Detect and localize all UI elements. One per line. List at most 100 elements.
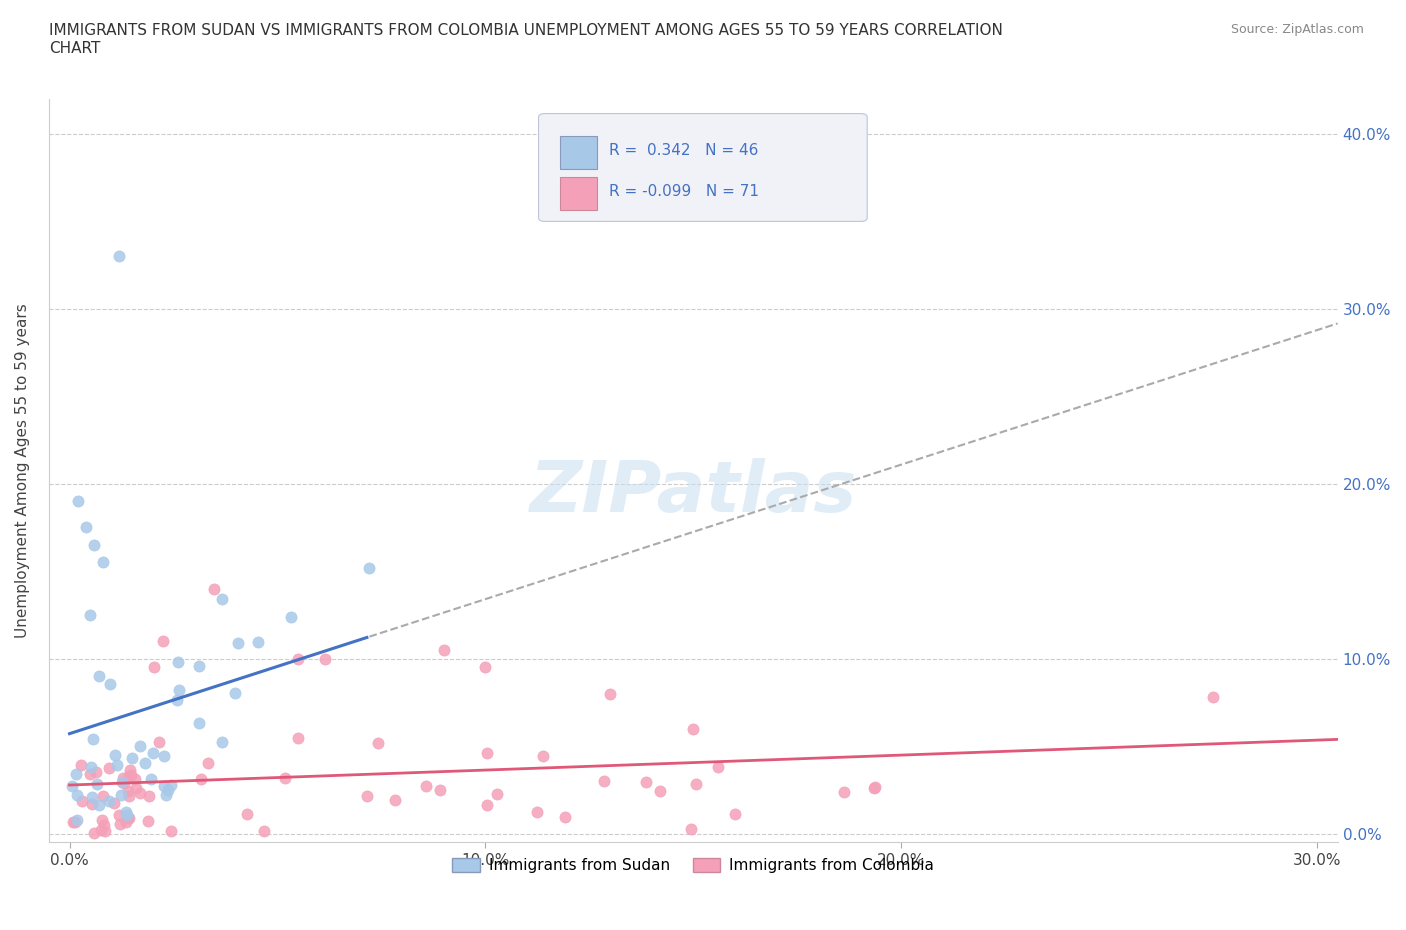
Point bbox=[104, 748, 127, 763]
Point bbox=[120, 763, 142, 777]
Point bbox=[153, 749, 176, 764]
Point bbox=[91, 555, 114, 570]
Point bbox=[160, 823, 183, 838]
Point bbox=[211, 735, 233, 750]
Point bbox=[124, 772, 146, 787]
Point bbox=[82, 731, 104, 746]
Point bbox=[190, 772, 212, 787]
Point bbox=[415, 778, 437, 793]
Point bbox=[66, 787, 89, 802]
Point bbox=[84, 764, 107, 779]
Point bbox=[80, 797, 103, 812]
Point bbox=[236, 806, 259, 821]
Point bbox=[152, 633, 174, 648]
Point bbox=[526, 804, 548, 819]
Point bbox=[83, 826, 105, 841]
Point bbox=[87, 669, 110, 684]
Point bbox=[120, 767, 142, 782]
Point bbox=[682, 722, 704, 737]
Point bbox=[62, 815, 84, 830]
Point bbox=[274, 770, 297, 785]
Point bbox=[66, 812, 89, 827]
Point bbox=[724, 806, 747, 821]
Point bbox=[634, 774, 657, 789]
Point bbox=[117, 810, 139, 825]
Point bbox=[153, 778, 176, 793]
Point bbox=[136, 814, 159, 829]
Point bbox=[160, 777, 183, 792]
Point bbox=[167, 655, 190, 670]
Point bbox=[90, 813, 112, 828]
Point bbox=[115, 815, 138, 830]
Point bbox=[91, 789, 114, 804]
Point bbox=[80, 790, 103, 804]
Point bbox=[685, 777, 707, 791]
Point bbox=[142, 746, 165, 761]
Point bbox=[188, 715, 211, 730]
Point bbox=[157, 783, 180, 798]
Point bbox=[134, 756, 156, 771]
Point bbox=[433, 643, 456, 658]
Point bbox=[139, 771, 162, 786]
Point bbox=[554, 809, 576, 824]
Point bbox=[224, 686, 246, 701]
Point bbox=[108, 807, 131, 822]
Point bbox=[384, 793, 406, 808]
Text: R = -0.099   N = 71: R = -0.099 N = 71 bbox=[609, 184, 759, 199]
Point bbox=[707, 760, 730, 775]
Point bbox=[125, 780, 148, 795]
Point bbox=[75, 520, 97, 535]
FancyBboxPatch shape bbox=[561, 178, 596, 209]
Point bbox=[98, 676, 121, 691]
Text: Source: ZipAtlas.com: Source: ZipAtlas.com bbox=[1230, 23, 1364, 36]
Point bbox=[98, 793, 121, 808]
Point bbox=[94, 824, 117, 839]
Point bbox=[211, 591, 233, 606]
Point bbox=[167, 683, 190, 698]
Point bbox=[474, 660, 496, 675]
Point bbox=[832, 785, 855, 800]
Text: R =  0.342   N = 46: R = 0.342 N = 46 bbox=[609, 143, 759, 158]
Point bbox=[93, 817, 115, 832]
Point bbox=[155, 788, 177, 803]
Point bbox=[105, 757, 128, 772]
Point bbox=[148, 735, 170, 750]
Point bbox=[118, 789, 141, 804]
Point bbox=[280, 609, 302, 624]
Point bbox=[97, 761, 120, 776]
Point bbox=[253, 824, 276, 839]
FancyBboxPatch shape bbox=[561, 137, 596, 168]
Point bbox=[314, 651, 336, 666]
Point bbox=[531, 749, 554, 764]
Text: IMMIGRANTS FROM SUDAN VS IMMIGRANTS FROM COLOMBIA UNEMPLOYMENT AMONG AGES 55 TO : IMMIGRANTS FROM SUDAN VS IMMIGRANTS FROM… bbox=[49, 23, 1002, 56]
Point bbox=[89, 797, 111, 812]
Point bbox=[128, 786, 150, 801]
Point bbox=[650, 784, 672, 799]
Point bbox=[599, 686, 621, 701]
Point bbox=[197, 756, 219, 771]
Point bbox=[681, 822, 703, 837]
Point bbox=[429, 782, 451, 797]
Point bbox=[117, 784, 139, 799]
Point bbox=[247, 634, 270, 649]
Point bbox=[485, 787, 508, 802]
Point bbox=[1202, 690, 1225, 705]
Point bbox=[118, 811, 141, 826]
Point bbox=[118, 768, 141, 783]
Point bbox=[69, 758, 91, 773]
FancyBboxPatch shape bbox=[538, 113, 868, 221]
Point bbox=[865, 779, 887, 794]
Point bbox=[114, 804, 136, 819]
Point bbox=[65, 766, 87, 781]
Point bbox=[287, 651, 309, 666]
Point bbox=[60, 778, 83, 793]
Point bbox=[79, 766, 101, 781]
Point bbox=[356, 789, 378, 804]
Point bbox=[70, 794, 93, 809]
Point bbox=[593, 774, 616, 789]
Point bbox=[188, 658, 211, 673]
Point bbox=[66, 494, 89, 509]
Point bbox=[103, 795, 125, 810]
Point bbox=[63, 815, 86, 830]
Point bbox=[83, 538, 105, 552]
